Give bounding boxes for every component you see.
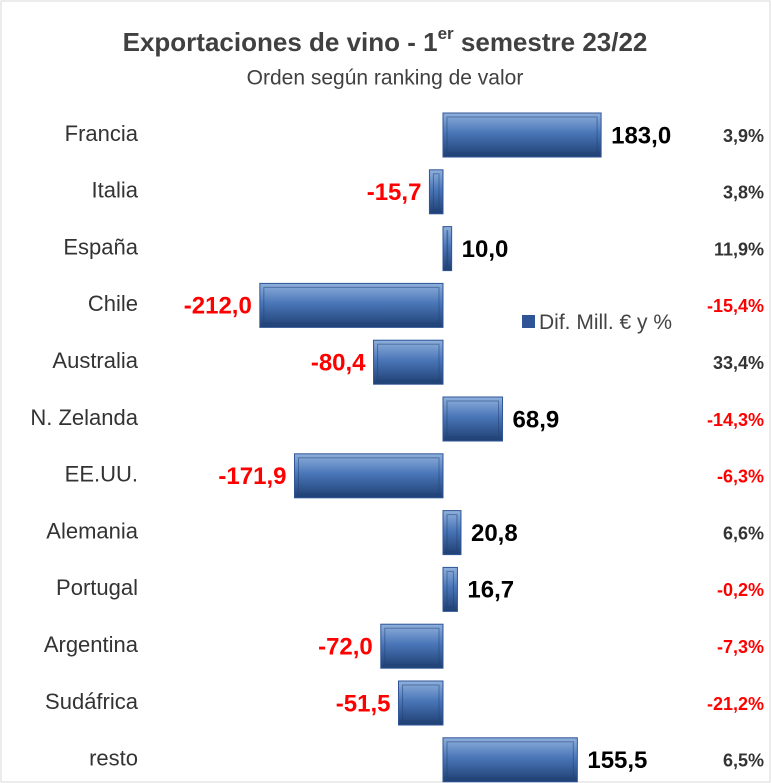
bar	[442, 396, 504, 442]
value-label: 20,8	[471, 520, 518, 547]
value-label: 155,5	[587, 747, 647, 774]
percent-label: -7,3%	[717, 637, 764, 657]
category-label: Argentina	[44, 632, 139, 657]
category-label: Alemania	[46, 518, 138, 543]
bar	[442, 737, 578, 783]
title-sup: er	[438, 24, 454, 43]
category-label: Portugal	[56, 575, 138, 600]
percent-label: 3,8%	[723, 183, 764, 203]
legend-label: Dif. Mill. € y %	[539, 311, 673, 334]
bar	[442, 566, 458, 612]
percent-label: -0,2%	[717, 580, 764, 600]
category-label: Chile	[88, 291, 138, 316]
value-label: -171,9	[218, 463, 286, 490]
value-label: -15,7	[367, 179, 422, 206]
bar-bevel	[432, 173, 440, 211]
percent-label: 3,9%	[723, 126, 764, 146]
value-label: -51,5	[336, 690, 391, 717]
chart-title: Exportaciones de vino - 1er semestre 23/…	[123, 24, 648, 56]
bar	[373, 339, 444, 385]
bar-bevel	[446, 570, 454, 608]
value-label: -80,4	[311, 350, 366, 377]
value-label: -72,0	[318, 634, 373, 661]
category-label: EE.UU.	[65, 462, 138, 487]
bar-bevel	[263, 286, 440, 324]
bar-bevel	[446, 741, 574, 779]
bar-bevel	[384, 627, 440, 665]
bar-bevel	[377, 343, 440, 381]
category-label: Italia	[92, 178, 139, 203]
bar	[428, 169, 444, 215]
title-part: Exportaciones de vino - 1	[123, 27, 438, 57]
legend: Dif. Mill. € y %	[522, 306, 672, 340]
percent-label: 6,6%	[723, 523, 764, 543]
value-label: 68,9	[513, 406, 560, 433]
percent-label: 6,5%	[723, 751, 764, 771]
bar-bevel	[446, 400, 500, 438]
value-label: 16,7	[467, 577, 514, 604]
percent-label: 11,9%	[714, 239, 764, 259]
bar-bevel	[402, 684, 440, 722]
value-label: 10,0	[462, 236, 509, 263]
value-label: 183,0	[611, 122, 671, 149]
category-label: Sudáfrica	[45, 689, 139, 714]
percent-label: -6,3%	[717, 467, 764, 487]
bar-bevel	[446, 116, 598, 154]
bar-bevel	[446, 514, 458, 552]
title-part: semestre 23/22	[454, 27, 648, 57]
bar	[442, 510, 462, 556]
percent-label: -21,2%	[707, 694, 764, 714]
legend-swatch	[522, 315, 535, 328]
bar	[380, 623, 444, 669]
bar	[293, 453, 444, 499]
category-label: España	[63, 234, 138, 259]
bar	[442, 112, 602, 158]
category-label: Francia	[65, 121, 139, 146]
category-label: N. Zelanda	[30, 405, 138, 430]
bar	[259, 282, 444, 328]
chart-subtitle: Orden según ranking de valor	[247, 67, 524, 90]
category-label: Australia	[52, 348, 138, 373]
percent-label: -14,3%	[707, 410, 764, 430]
bar	[398, 680, 444, 726]
percent-label: 33,4%	[713, 353, 764, 373]
bar-bevel	[446, 230, 449, 268]
value-label: -212,0	[184, 293, 252, 320]
percent-label: -15,4%	[707, 296, 764, 316]
category-label: resto	[89, 746, 138, 771]
bar-bevel	[297, 457, 440, 495]
